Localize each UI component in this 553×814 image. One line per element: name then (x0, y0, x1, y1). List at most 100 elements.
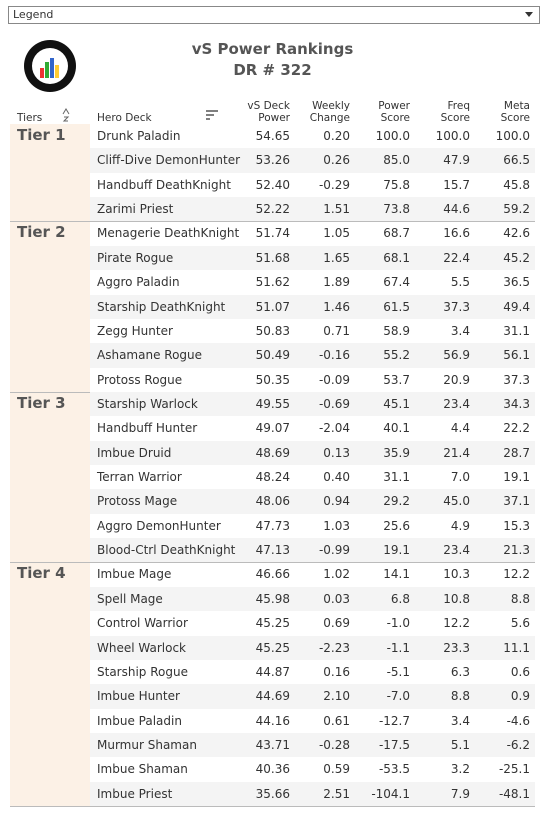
score: 51.07 (255, 299, 290, 314)
score: 49.4 (503, 299, 530, 314)
score: 45.8 (503, 177, 530, 192)
hero-deck: Imbue Hunter (97, 689, 180, 704)
score: 47.13 (255, 543, 290, 558)
score: 75.8 (383, 177, 410, 192)
score: 3.4 (450, 323, 470, 338)
score: -0.28 (318, 738, 350, 752)
score: 0.94 (323, 494, 350, 509)
score: 14.1 (383, 567, 410, 582)
score: -53.5 (378, 762, 410, 777)
score: 45.2 (503, 250, 530, 265)
dropdown-arrow (525, 12, 533, 17)
hero-deck: Spell Mage (97, 591, 163, 606)
score: 85.0 (383, 153, 410, 168)
score: -5.1 (386, 664, 410, 679)
score: 1.46 (323, 299, 350, 314)
column-header: Freq Score (440, 100, 470, 124)
score: -12.7 (378, 713, 410, 728)
score: 51.74 (255, 226, 290, 241)
row-band (90, 391, 535, 417)
score: 7.0 (450, 470, 470, 485)
legend-dropdown[interactable]: Legend (8, 6, 540, 24)
score: 45.0 (443, 494, 470, 509)
score: 47.9 (443, 153, 470, 168)
hero-deck: Handbuff Hunter (97, 421, 198, 436)
score: 8.8 (450, 689, 470, 704)
hero-deck: Zarimi Priest (97, 202, 174, 217)
tier-label: Tier 1 (17, 126, 66, 144)
score: 7.9 (450, 786, 470, 801)
score: 50.35 (255, 372, 290, 387)
logo (24, 40, 76, 92)
score: 49.55 (255, 396, 290, 411)
row-band (90, 343, 535, 368)
table-bottom (10, 806, 535, 808)
score: 20.9 (443, 372, 470, 387)
score: 58.9 (383, 323, 410, 338)
score: 44.16 (255, 713, 290, 728)
score: 15.7 (443, 177, 470, 192)
score: 68.1 (383, 250, 410, 265)
score: 23.4 (443, 543, 470, 558)
score: 25.6 (383, 518, 410, 533)
score: 1.51 (323, 202, 350, 217)
score: 51.62 (255, 275, 290, 290)
tier-band (10, 391, 90, 563)
score: 68.7 (383, 226, 410, 241)
score: 4.4 (450, 421, 470, 436)
score: 5.1 (450, 738, 470, 752)
score: 36.5 (503, 275, 530, 290)
score: 0.26 (323, 153, 350, 168)
score: 1.03 (323, 518, 350, 533)
score: 21.4 (443, 445, 470, 460)
score: -6.2 (506, 738, 530, 752)
score: 1.05 (323, 226, 350, 241)
row-band (90, 197, 535, 222)
score: 46.66 (255, 567, 290, 582)
hero-deck: Cliff-Dive DemonHunter (97, 153, 241, 168)
score: 0.71 (323, 323, 350, 338)
score: -17.5 (378, 738, 410, 752)
score: -4.6 (506, 713, 530, 728)
score: 40.1 (383, 421, 410, 436)
score: -0.09 (318, 372, 350, 387)
column-header: Power Score (378, 100, 410, 124)
hero-deck: Zegg Hunter (97, 323, 173, 338)
score: 56.1 (503, 348, 530, 363)
score: 45.25 (255, 640, 290, 655)
tier-label: Tier 2 (17, 223, 66, 242)
score: 19.1 (383, 543, 410, 558)
score: 31.1 (503, 323, 530, 338)
score: -104.1 (371, 786, 410, 801)
score: -0.99 (318, 543, 350, 558)
score: -2.23 (318, 640, 350, 655)
score: 56.9 (443, 348, 470, 363)
hero-deck: Imbue Priest (97, 786, 173, 801)
score: 37.1 (503, 494, 530, 509)
score: 34.3 (503, 396, 530, 411)
score: 66.5 (503, 153, 530, 168)
hero-deck: Imbue Mage (97, 567, 172, 582)
score: 51.68 (255, 250, 290, 265)
score: 53.26 (255, 153, 290, 168)
score: 52.22 (255, 202, 290, 217)
score: -0.69 (318, 396, 350, 411)
score: 67.4 (383, 275, 410, 290)
score: 48.06 (255, 494, 290, 509)
score: 22.4 (443, 250, 470, 265)
score: 52.40 (255, 177, 290, 192)
score: 73.8 (383, 202, 410, 217)
score: 21.3 (503, 543, 530, 558)
score: 59.2 (503, 202, 530, 217)
score: 31.1 (383, 470, 410, 485)
hero-deck: Aggro Paladin (97, 275, 180, 290)
score: 12.2 (503, 567, 530, 582)
score: 100.0 (375, 129, 410, 143)
hero-deck: Protoss Mage (97, 494, 178, 509)
hero-deck: Handbuff DeathKnight (97, 177, 231, 192)
score: 1.65 (323, 250, 350, 265)
score: 53.7 (383, 372, 410, 387)
row-band (90, 733, 535, 758)
hero-deck: Imbue Druid (97, 445, 172, 460)
